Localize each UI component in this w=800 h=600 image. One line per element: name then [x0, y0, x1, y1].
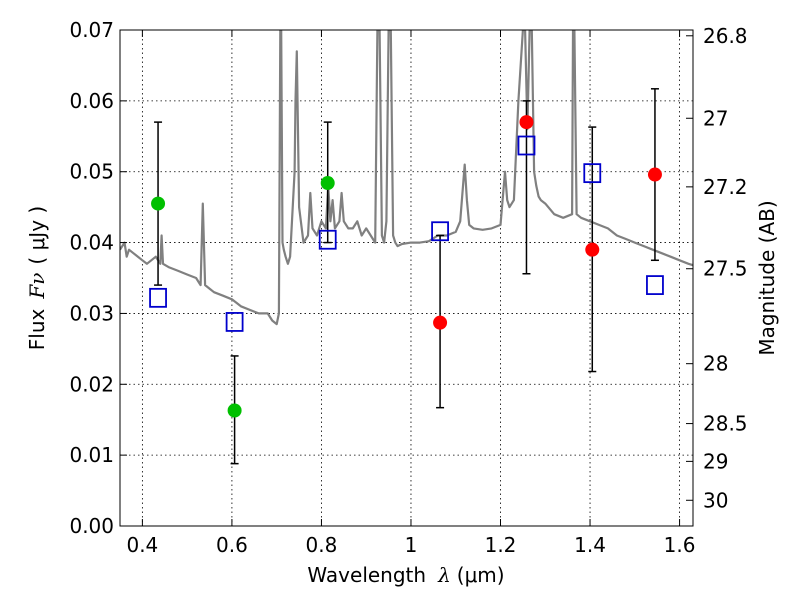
observed-nir-point	[647, 167, 662, 182]
observed-optical-point	[227, 403, 242, 418]
x-tick-label: 1.4	[574, 533, 606, 557]
observed-nir-point	[433, 315, 448, 330]
model-photometry-point	[583, 163, 602, 184]
model-photometry-point	[431, 221, 449, 242]
x-tick-label: 0.8	[306, 533, 338, 557]
y-tick-label: 0.07	[69, 18, 114, 42]
plot-frame	[119, 29, 694, 527]
y-tick-label: 0.06	[69, 89, 114, 113]
y2-tick-label: 27	[703, 106, 728, 130]
y-tick-label: 0.00	[69, 514, 114, 538]
y-tick-label: 0.04	[69, 231, 114, 255]
x-tick-label: 1	[405, 533, 418, 557]
model-photometry-point	[646, 275, 664, 295]
y-tick-label: 0.01	[69, 443, 114, 467]
model-photometry-point	[318, 229, 337, 250]
model-photometry-point	[149, 287, 167, 308]
y2-tick-label: 28.5	[703, 412, 748, 436]
y2-tick-label: 30	[703, 488, 728, 512]
y-tick-label: 0.05	[69, 160, 114, 184]
x-axis-label: Wavelength λ (μm)	[307, 563, 504, 587]
model-spectrum	[120, 30, 693, 326]
observed-optical-point	[320, 176, 335, 191]
y-tick-label: 0.03	[69, 301, 114, 325]
y2-tick-label: 27.2	[703, 175, 748, 199]
observed-nir-point	[519, 115, 534, 130]
x-tick-label: 1.2	[485, 533, 517, 557]
y-axis-label: FluxFν( μJy )	[25, 206, 49, 350]
model-spectrum-line	[120, 30, 693, 326]
y2-tick-label: 29	[703, 449, 728, 473]
model-photometry-point	[517, 135, 536, 156]
observed-nir-point	[585, 242, 600, 257]
y2-tick-label: 27.5	[703, 257, 748, 281]
y-tick-label: 0.02	[69, 372, 114, 396]
x-tick-label: 0.6	[216, 533, 248, 557]
x-tick-label: 1.6	[664, 533, 696, 557]
grid	[120, 29, 693, 527]
x-tick-label: 0.4	[126, 533, 158, 557]
y2-axis-label: Magnitude (AB)	[755, 200, 779, 355]
observed-optical-point	[151, 196, 166, 211]
axis-ticks: 0.00 0.01 0.02 0.03 0.04 0.05 0.06 0.07 0.4 0.6 0.…	[69, 18, 747, 557]
model-photometry-point	[225, 312, 244, 332]
y2-tick-label: 28	[703, 352, 728, 376]
data-points	[149, 88, 664, 465]
y2-tick-label: 26.8	[703, 24, 748, 48]
